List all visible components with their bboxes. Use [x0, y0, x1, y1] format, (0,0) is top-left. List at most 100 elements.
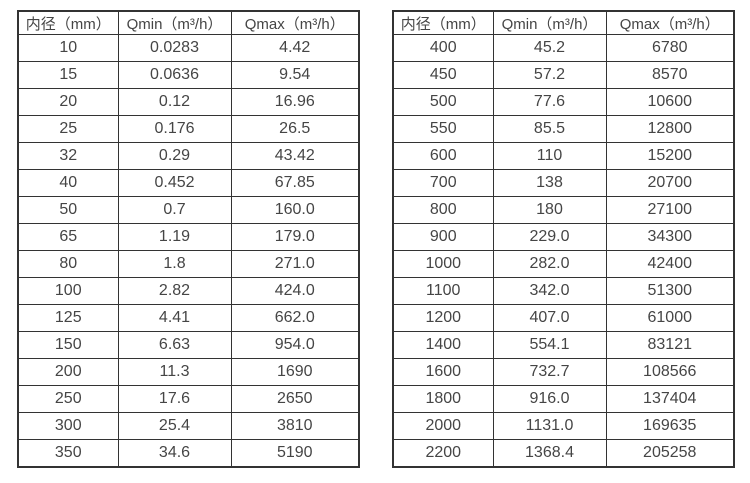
cell: 1200: [392, 304, 494, 332]
cell: 180: [492, 196, 607, 224]
cell: 51300: [605, 277, 735, 305]
cell: 916.0: [492, 385, 607, 413]
cell: 25.4: [117, 412, 232, 440]
cell: 77.6: [492, 88, 607, 116]
table-row: 200 11.3 1690: [17, 358, 360, 386]
table-row: 65 1.19 179.0: [17, 223, 360, 251]
cell: 0.7: [117, 196, 232, 224]
cell: 800: [392, 196, 494, 224]
table-row: 900 229.0 34300: [392, 223, 735, 251]
cell: 0.29: [117, 142, 232, 170]
cell: 34300: [605, 223, 735, 251]
cell: 61000: [605, 304, 735, 332]
table-row: 125 4.41 662.0: [17, 304, 360, 332]
column-header: Qmax（m³/h）: [230, 10, 360, 35]
cell: 160.0: [230, 196, 360, 224]
cell: 100: [17, 277, 119, 305]
cell: 1000: [392, 250, 494, 278]
cell: 10: [17, 34, 119, 62]
cell: 2650: [230, 385, 360, 413]
cell: 108566: [605, 358, 735, 386]
table-row: 80 1.8 271.0: [17, 250, 360, 278]
cell: 42400: [605, 250, 735, 278]
cell: 1.8: [117, 250, 232, 278]
table-row: 500 77.6 10600: [392, 88, 735, 116]
table-row: 1600 732.7 108566: [392, 358, 735, 386]
cell: 27100: [605, 196, 735, 224]
cell: 282.0: [492, 250, 607, 278]
cell: 450: [392, 61, 494, 89]
table-row: 1000 282.0 42400: [392, 250, 735, 278]
cell: 5190: [230, 439, 360, 468]
table-row: 20 0.12 16.96: [17, 88, 360, 116]
cell: 2.82: [117, 277, 232, 305]
cell: 2000: [392, 412, 494, 440]
cell: 125: [17, 304, 119, 332]
table-row: 1200 407.0 61000: [392, 304, 735, 332]
cell: 150: [17, 331, 119, 359]
column-header: Qmin（m³/h）: [492, 10, 607, 35]
cell: 11.3: [117, 358, 232, 386]
cell: 1100: [392, 277, 494, 305]
cell: 26.5: [230, 115, 360, 143]
cell: 1600: [392, 358, 494, 386]
cell: 17.6: [117, 385, 232, 413]
cell: 34.6: [117, 439, 232, 468]
cell: 350: [17, 439, 119, 468]
table-row: 300 25.4 3810: [17, 412, 360, 440]
cell: 1.19: [117, 223, 232, 251]
table-row: 600 110 15200: [392, 142, 735, 170]
header-row: 内径（mm） Qmin（m³/h） Qmax（m³/h）: [17, 10, 360, 35]
cell: 300: [17, 412, 119, 440]
cell: 342.0: [492, 277, 607, 305]
cell: 6780: [605, 34, 735, 62]
cell: 0.176: [117, 115, 232, 143]
cell: 250: [17, 385, 119, 413]
cell: 1131.0: [492, 412, 607, 440]
cell: 8570: [605, 61, 735, 89]
cell: 0.0636: [117, 61, 232, 89]
cell: 32: [17, 142, 119, 170]
cell: 110: [492, 142, 607, 170]
cell: 83121: [605, 331, 735, 359]
table-row: 1800 916.0 137404: [392, 385, 735, 413]
table-row: 100 2.82 424.0: [17, 277, 360, 305]
cell: 424.0: [230, 277, 360, 305]
column-header: Qmin（m³/h）: [117, 10, 232, 35]
table-row: 800 180 27100: [392, 196, 735, 224]
cell: 43.42: [230, 142, 360, 170]
cell: 0.0283: [117, 34, 232, 62]
cell: 3810: [230, 412, 360, 440]
cell: 10600: [605, 88, 735, 116]
cell: 271.0: [230, 250, 360, 278]
cell: 4.42: [230, 34, 360, 62]
cell: 1690: [230, 358, 360, 386]
table-row: 10 0.0283 4.42: [17, 34, 360, 62]
table-row: 40 0.452 67.85: [17, 169, 360, 197]
cell: 50: [17, 196, 119, 224]
flow-spec-table-large-diameters: 内径（mm） Qmin（m³/h） Qmax（m³/h） 400 45.2 6780 450…: [392, 10, 735, 468]
cell: 67.85: [230, 169, 360, 197]
table-row: 25 0.176 26.5: [17, 115, 360, 143]
cell: 137404: [605, 385, 735, 413]
cell: 1368.4: [492, 439, 607, 468]
cell: 65: [17, 223, 119, 251]
cell: 1400: [392, 331, 494, 359]
cell: 662.0: [230, 304, 360, 332]
table-row: 1100 342.0 51300: [392, 277, 735, 305]
cell: 954.0: [230, 331, 360, 359]
column-header: 内径（mm）: [17, 10, 119, 35]
cell: 20700: [605, 169, 735, 197]
cell: 20: [17, 88, 119, 116]
cell: 500: [392, 88, 494, 116]
cell: 169635: [605, 412, 735, 440]
cell: 550: [392, 115, 494, 143]
table-row: 550 85.5 12800: [392, 115, 735, 143]
cell: 2200: [392, 439, 494, 468]
column-header: Qmax（m³/h）: [605, 10, 735, 35]
header-row: 内径（mm） Qmin（m³/h） Qmax（m³/h）: [392, 10, 735, 35]
cell: 0.452: [117, 169, 232, 197]
cell: 57.2: [492, 61, 607, 89]
cell: 229.0: [492, 223, 607, 251]
